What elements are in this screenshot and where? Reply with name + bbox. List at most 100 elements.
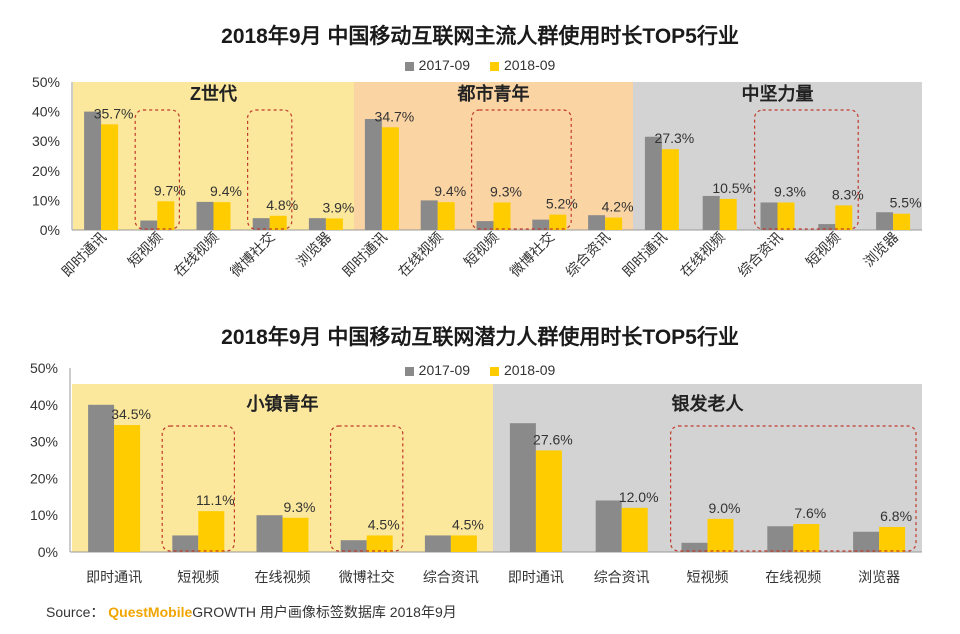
legend-label-2017: 2017-09 <box>418 57 471 73</box>
legend-item-2017: 2017-09 <box>404 57 471 73</box>
y-tick-label: 0% <box>38 544 58 560</box>
group-name: Z世代 <box>190 84 237 104</box>
data-label: 3.9% <box>322 199 354 215</box>
group-name: 小镇青年 <box>247 393 319 414</box>
data-label: 27.6% <box>533 431 573 447</box>
bar-2017 <box>84 111 102 230</box>
bar-2018 <box>605 217 623 230</box>
highlight-box <box>471 109 572 230</box>
bar-2018 <box>450 535 477 552</box>
data-label: 9.4% <box>434 183 466 199</box>
y-tick-label: 50% <box>32 74 60 90</box>
data-label: 9.3% <box>490 183 522 199</box>
category-label: 在线视频 <box>171 229 222 280</box>
bar-2018 <box>893 213 911 230</box>
bar-2017 <box>252 218 270 230</box>
data-label: 34.5% <box>111 406 151 422</box>
bar-2017 <box>853 531 880 552</box>
y-tick-label: 20% <box>32 163 60 179</box>
data-label: 35.7% <box>94 105 134 121</box>
legend-swatch-2018 <box>489 61 499 71</box>
data-label: 27.3% <box>655 130 695 146</box>
data-label: 4.8% <box>266 197 298 213</box>
bar-2017 <box>340 540 367 552</box>
category-label: 综合资讯 <box>594 569 650 585</box>
category-label: 短视频 <box>802 229 843 270</box>
bar-2018 <box>777 202 795 230</box>
bar-2017 <box>588 215 606 230</box>
category-label: 浏览器 <box>858 569 900 585</box>
bar-2018 <box>269 215 287 230</box>
bar-2017 <box>702 195 720 230</box>
data-label: 11.1% <box>196 492 235 508</box>
data-label: 5.2% <box>546 196 578 212</box>
category-label: 浏览器 <box>860 229 901 270</box>
bar-2017 <box>364 119 382 230</box>
category-label: 在线视频 <box>395 229 446 280</box>
data-label: 4.5% <box>452 516 484 532</box>
bar-2018 <box>381 127 399 230</box>
category-label: 在线视频 <box>765 569 821 585</box>
bar-2017 <box>172 535 199 552</box>
bar-2018 <box>198 511 225 552</box>
data-label: 12.0% <box>619 489 659 505</box>
bar-2017 <box>767 526 794 552</box>
y-tick-label: 50% <box>30 360 58 376</box>
category-label: 短视频 <box>461 229 502 270</box>
bar-2018 <box>325 218 343 230</box>
bar-2017 <box>760 202 778 230</box>
highlight-box <box>330 425 404 552</box>
y-tick-label: 30% <box>30 434 58 450</box>
category-label: 即时通讯 <box>86 569 142 585</box>
legend-swatch-2018 <box>489 366 499 376</box>
legend-item-2018: 2018-09 <box>489 362 556 378</box>
category-label: 微博社交 <box>227 229 278 280</box>
y-tick-label: 0% <box>40 222 60 238</box>
y-tick-label: 10% <box>30 507 58 523</box>
legend-swatch-2017 <box>404 61 414 71</box>
category-label: 综合资讯 <box>562 229 613 280</box>
group-name: 中坚力量 <box>742 83 814 104</box>
chart1-plot: 0% 10% 20% 30% 40% 50% Z世代 35.7% 即时通讯 9.7% 短视频 9.4%… <box>32 74 922 280</box>
data-label: 4.5% <box>368 516 400 532</box>
legend-item-2017: 2017-09 <box>404 362 470 378</box>
category-label: 微博社交 <box>339 569 395 585</box>
bar-2018 <box>719 198 737 230</box>
legend-label-2018: 2018-09 <box>503 362 556 378</box>
data-label: 6.8% <box>880 508 912 524</box>
bar-2018 <box>707 518 734 552</box>
bar-2017 <box>140 220 158 230</box>
bar-2018 <box>213 202 231 230</box>
category-label: 综合资讯 <box>735 229 786 280</box>
bar-2017 <box>196 201 214 230</box>
bar-2017 <box>424 535 451 552</box>
group-name: 都市青年 <box>457 83 530 104</box>
data-label: 10.5% <box>712 180 752 196</box>
bar-2018 <box>835 205 853 230</box>
bar-2018 <box>549 214 567 230</box>
legend-swatch-2017 <box>404 366 414 376</box>
y-tick-label: 40% <box>32 104 60 120</box>
source-note: Source： QuestMobileGROWTH 用户画像标签数据库 2018… <box>46 602 457 622</box>
data-label: 8.3% <box>832 186 864 202</box>
bar-2017 <box>509 423 536 552</box>
data-label: 34.7% <box>375 108 415 124</box>
category-label: 短视频 <box>177 569 219 585</box>
category-label: 短视频 <box>687 569 729 585</box>
bar-2017 <box>595 500 622 552</box>
data-label: 9.3% <box>774 183 806 199</box>
bar-2017 <box>818 224 836 230</box>
category-label: 浏览器 <box>293 229 334 270</box>
data-label: 9.0% <box>709 500 741 516</box>
chart1-legend: 2017-09 2018-09 <box>0 57 960 73</box>
bar-2017 <box>256 515 283 552</box>
highlight-box <box>161 425 235 552</box>
bar-2017 <box>644 136 662 230</box>
group-name: 银发老人 <box>672 393 745 414</box>
bar-2017 <box>876 212 894 230</box>
highlight-box <box>753 109 859 230</box>
chart1-title: 2018年9月 中国移动互联网主流人群使用时长TOP5行业 <box>221 25 739 48</box>
y-tick-label: 40% <box>30 397 58 413</box>
bar-2018 <box>879 526 906 552</box>
data-label: 7.6% <box>794 505 826 521</box>
